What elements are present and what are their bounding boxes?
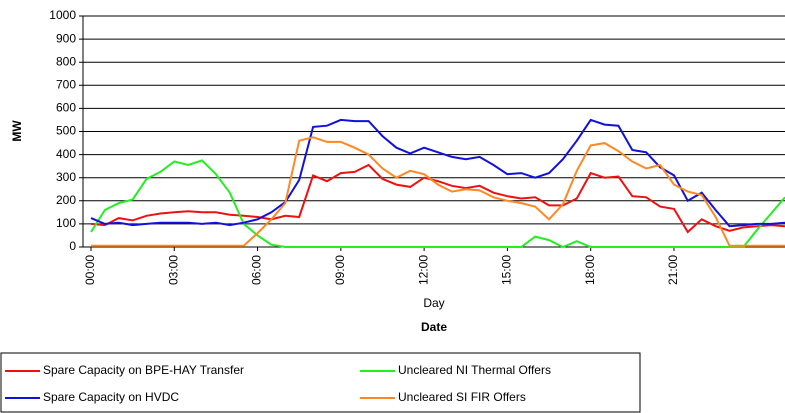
- line-series: [90, 159, 785, 249]
- legend-box: [0, 352, 641, 413]
- legend-label: Uncleared SI FIR Offers: [398, 390, 526, 404]
- y-tick-label: 800: [56, 54, 76, 68]
- y-tick-label: 100: [56, 216, 76, 230]
- y-tick-label: 300: [56, 170, 76, 184]
- x-tick-label: 03:00: [166, 255, 180, 285]
- x-axis-title: Date: [421, 320, 447, 334]
- x-tick-label: 21:00: [666, 255, 680, 285]
- line-series: [91, 136, 785, 247]
- x-axis-label: Day: [423, 296, 444, 310]
- x-tick-label: 00:00: [83, 255, 97, 285]
- y-tick-label: 1000: [49, 8, 76, 22]
- y-axis-label: MW: [10, 120, 24, 142]
- y-tick-label: 700: [56, 77, 76, 91]
- x-tick-label: 12:00: [416, 255, 430, 285]
- line-series: [90, 163, 785, 234]
- legend-label: Uncleared NI Thermal Offers: [398, 363, 551, 377]
- y-tick-label: 500: [56, 124, 76, 138]
- x-tick-label: 06:00: [250, 255, 264, 285]
- x-tick-label: 09:00: [333, 255, 347, 285]
- x-tick-label: 18:00: [583, 255, 597, 285]
- legend-label: Spare Capacity on HVDC: [43, 390, 179, 404]
- y-tick-label: 200: [56, 193, 76, 207]
- x-tick-label: 15:00: [500, 255, 514, 285]
- y-tick-label: 600: [56, 101, 76, 115]
- legend-label: Spare Capacity on BPE-HAY Transfer: [43, 363, 244, 377]
- y-tick-label: 0: [69, 239, 76, 253]
- y-tick-label: 400: [56, 147, 76, 161]
- y-tick-label: 900: [56, 31, 76, 45]
- line-series: [90, 118, 785, 228]
